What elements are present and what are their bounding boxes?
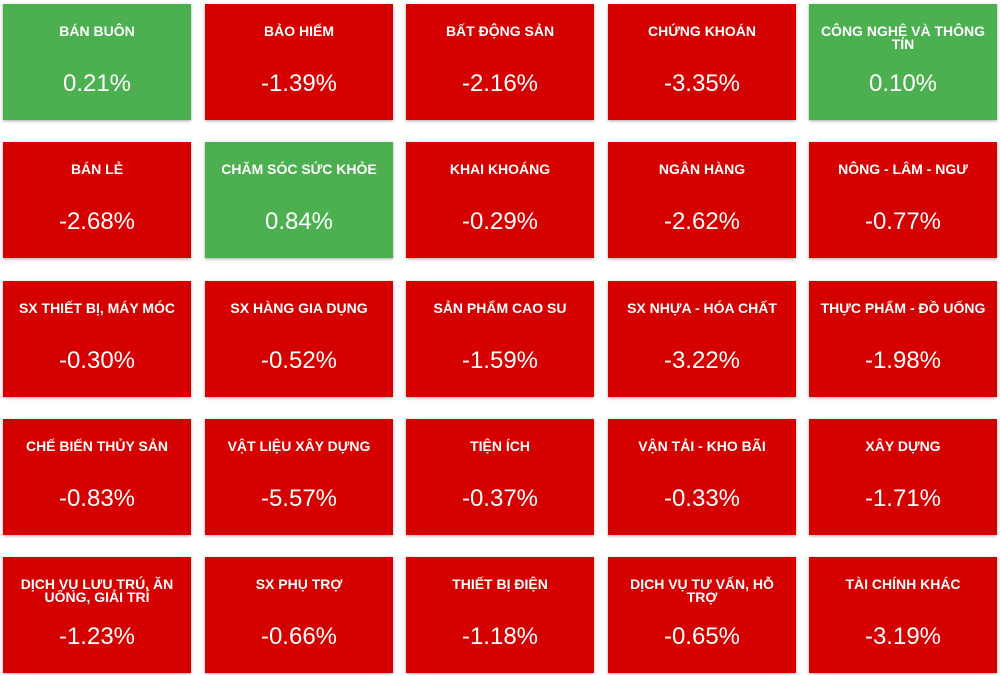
sector-change: -0.83%	[58, 484, 136, 512]
sector-change: -5.57%	[260, 484, 338, 512]
sector-change: -1.98%	[864, 346, 942, 374]
sector-tile[interactable]: VẬT LIỆU XÂY DỰNG -5.57%	[205, 418, 393, 535]
sector-change: -3.22%	[663, 346, 741, 374]
sector-tile[interactable]: SX THIẾT BỊ, MÁY MÓC -0.30%	[3, 280, 191, 397]
sector-tile[interactable]: NÔNG - LÂM - NGƯ -0.77%	[809, 142, 997, 259]
sector-change: -0.52%	[260, 346, 338, 374]
sector-name: SẢN PHẨM CAO SU	[433, 299, 567, 316]
sector-tile[interactable]: BÁN BUÔN 0.21%	[3, 4, 191, 120]
sector-name: SX THIẾT BỊ, MÁY MÓC	[18, 299, 176, 316]
sector-change: -0.33%	[663, 484, 741, 512]
sector-change: -0.29%	[461, 208, 539, 236]
sector-name: TÀI CHÍNH KHÁC	[845, 576, 961, 593]
sector-name: TIỆN ÍCH	[470, 437, 530, 454]
sector-name: CHĂM SÓC SỨC KHỎE	[221, 161, 377, 178]
sector-name: BẢO HIỂM	[264, 23, 334, 39]
sector-name: BÁN BUÔN	[59, 23, 135, 39]
sector-change: -1.23%	[58, 623, 136, 651]
sector-name: THIẾT BỊ ĐIỆN	[452, 576, 548, 593]
sector-change: -0.77%	[864, 208, 942, 236]
sector-change: -3.35%	[663, 70, 741, 97]
sector-change: -0.37%	[461, 484, 539, 512]
sector-name: CHỨNG KHOÁN	[647, 23, 757, 39]
sector-name: BÁN LẺ	[70, 161, 124, 178]
sector-name: VẬT LIỆU XÂY DỰNG	[227, 437, 371, 454]
sector-tile[interactable]: SX NHỰA - HÓA CHẤT -3.22%	[608, 280, 796, 397]
sector-tile[interactable]: BẢO HIỂM -1.39%	[205, 4, 393, 120]
sector-tile[interactable]: SX HÀNG GIA DỤNG -0.52%	[205, 280, 393, 397]
sector-change: -1.18%	[461, 623, 539, 651]
sector-name: DỊCH VỤ LƯU TRÚ, ĂN UỐNG, GIẢI TRÍ	[20, 576, 174, 606]
sector-name: CHẾ BIẾN THỦY SẢN	[25, 437, 169, 454]
sector-change: -1.39%	[260, 70, 338, 97]
sector-change: -1.71%	[864, 484, 942, 512]
sector-name: BẤT ĐỘNG SẢN	[445, 23, 555, 39]
sector-name: KHAI KHOÁNG	[449, 161, 551, 178]
sector-change: -2.16%	[461, 70, 539, 97]
sector-name: VẬN TẢI - KHO BÃI	[638, 437, 766, 454]
sector-tile[interactable]: TÀI CHÍNH KHÁC -3.19%	[809, 557, 997, 674]
sector-tile[interactable]: VẬN TẢI - KHO BÃI -0.33%	[608, 418, 796, 535]
sector-tile[interactable]: BÁN LẺ -2.68%	[3, 142, 191, 259]
sector-tile[interactable]: CÔNG NGHỆ VÀ THÔNG TIN 0.10%	[809, 4, 997, 120]
sector-name: SX PHỤ TRỢ	[255, 576, 343, 593]
sector-change: -3.19%	[864, 623, 942, 651]
sector-tile[interactable]: BẤT ĐỘNG SẢN -2.16%	[406, 4, 594, 120]
sector-change: 0.21%	[62, 70, 132, 97]
sector-tile[interactable]: THỰC PHẨM - ĐỒ UỐNG -1.98%	[809, 280, 997, 397]
sector-name: THỰC PHẨM - ĐỒ UỐNG	[820, 299, 986, 316]
sector-name: SX NHỰA - HÓA CHẤT	[627, 299, 777, 316]
sector-tile[interactable]: CHỨNG KHOÁN -3.35%	[608, 4, 796, 120]
sector-name: DỊCH VỤ TƯ VẤN, HỖ TRỢ	[630, 576, 774, 606]
sector-name: NÔNG - LÂM - NGƯ	[838, 161, 968, 178]
sector-change: -2.62%	[663, 208, 741, 236]
sector-tile[interactable]: THIẾT BỊ ĐIỆN -1.18%	[406, 557, 594, 674]
sector-tile[interactable]: DỊCH VỤ LƯU TRÚ, ĂN UỐNG, GIẢI TRÍ -1.23%	[3, 557, 191, 674]
sector-change: -1.59%	[461, 346, 539, 374]
sector-tile[interactable]: SẢN PHẨM CAO SU -1.59%	[406, 280, 594, 397]
sector-name: XÂY DỰNG	[865, 437, 941, 454]
sector-change: 0.10%	[868, 70, 938, 97]
sector-change: -0.65%	[663, 623, 741, 651]
sector-change: -0.66%	[260, 623, 338, 651]
sector-name: SX HÀNG GIA DỤNG	[230, 299, 368, 316]
sector-tile[interactable]: XÂY DỰNG -1.71%	[809, 418, 997, 535]
sector-tile[interactable]: SX PHỤ TRỢ -0.66%	[205, 557, 393, 674]
sector-change: -0.30%	[58, 346, 136, 374]
sector-name: CÔNG NGHỆ VÀ THÔNG TIN	[820, 23, 986, 52]
sector-tile[interactable]: CHẾ BIẾN THỦY SẢN -0.83%	[3, 418, 191, 535]
sector-tile[interactable]: TIỆN ÍCH -0.37%	[406, 418, 594, 535]
sector-change: 0.84%	[264, 208, 334, 236]
sector-change: -2.68%	[58, 208, 136, 236]
sector-tile[interactable]: CHĂM SÓC SỨC KHỎE 0.84%	[205, 142, 393, 259]
sector-name: NGÂN HÀNG	[658, 161, 746, 178]
sector-tile[interactable]: NGÂN HÀNG -2.62%	[608, 142, 796, 259]
sector-tile[interactable]: KHAI KHOÁNG -0.29%	[406, 142, 594, 259]
sector-tile[interactable]: DỊCH VỤ TƯ VẤN, HỖ TRỢ -0.65%	[608, 557, 796, 674]
